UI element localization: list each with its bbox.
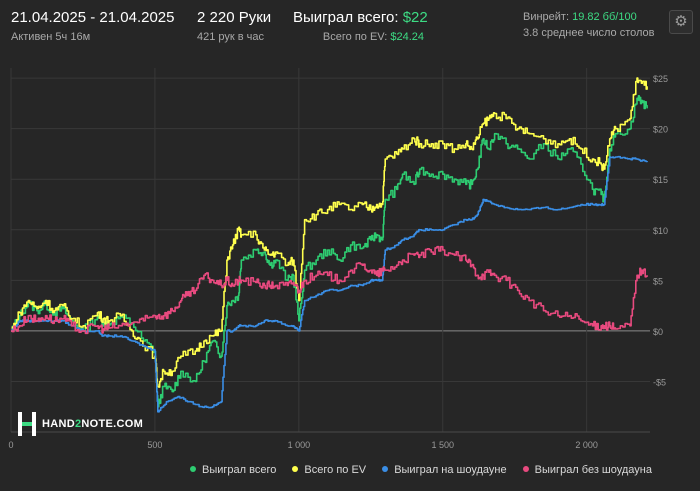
legend-label: Всего по EV bbox=[304, 464, 367, 476]
logo-mark-icon bbox=[17, 411, 37, 437]
legend-item-showdown[interactable]: Выиграл на шоудауне bbox=[382, 464, 507, 476]
hands-count: 2 220 Руки bbox=[197, 9, 272, 26]
y-tick-label: $10 bbox=[653, 226, 668, 236]
series-ev-line bbox=[11, 77, 648, 388]
legend-item-ev[interactable]: Всего по EV bbox=[292, 464, 366, 476]
y-tick-label: $20 bbox=[653, 125, 668, 135]
winrate-value: 19.82 бб/100 bbox=[572, 11, 637, 23]
x-tick-label: 1 000 bbox=[288, 440, 311, 450]
legend-label: Выиграл на шоудауне bbox=[394, 464, 507, 476]
logo-text-post: NOTE.COM bbox=[81, 418, 144, 430]
ev-label: Всего по EV: bbox=[322, 31, 388, 43]
hands-per-hour: 421 рук в час bbox=[197, 31, 265, 43]
won-value: $22 bbox=[402, 9, 428, 26]
won-block: Выиграл всего: $22 Всего по EV: $24.24 bbox=[293, 9, 428, 43]
y-tick-label: $5 bbox=[653, 276, 663, 286]
series-nonshowdown-line bbox=[11, 245, 648, 335]
x-tick-label: 1 500 bbox=[431, 440, 454, 450]
chart-legend: Выиграл всего Всего по EV Выиграл на шоу… bbox=[177, 464, 652, 476]
avg-tables: 3.8 среднее число столов bbox=[523, 27, 655, 39]
profit-chart: -$5 $0 $5 $10 $15 $20 $25 0 500 1 000 1 500 2 000 bbox=[8, 68, 668, 450]
winrate-block: Винрейт: 19.82 бб/100 3.8 среднее число … bbox=[523, 11, 655, 39]
x-tick-label: 0 bbox=[8, 440, 13, 450]
winrate-label: Винрейт: bbox=[523, 11, 570, 23]
legend-dot-icon bbox=[382, 466, 389, 472]
chart-grid bbox=[10, 68, 650, 433]
logo-text-mid: 2 bbox=[74, 418, 82, 430]
date-range: 21.04.2025 - 21.04.2025 bbox=[11, 9, 175, 26]
y-tick-label: $15 bbox=[653, 175, 668, 185]
active-time: Активен 5ч 16м bbox=[11, 31, 91, 43]
legend-dot-icon bbox=[190, 466, 197, 472]
legend-item-won[interactable]: Выиграл всего bbox=[190, 464, 276, 476]
legend-dot-icon bbox=[292, 466, 299, 472]
legend-dot-icon bbox=[522, 466, 529, 472]
won-label: Выиграл всего: bbox=[293, 9, 399, 26]
y-tick-label: $25 bbox=[653, 74, 668, 84]
hand2note-logo: HAND2NOTE.COM bbox=[17, 411, 143, 437]
chart-ticks: -$5 $0 $5 $10 $15 $20 $25 0 500 1 000 1 500 2 000 bbox=[8, 74, 668, 450]
ev-value: $24.24 bbox=[390, 31, 424, 43]
hands-block: 2 220 Руки 421 рук в час bbox=[197, 9, 271, 43]
legend-label: Выиграл без шоудауна bbox=[534, 464, 652, 476]
series-showdown-line bbox=[11, 155, 648, 413]
x-tick-label: 500 bbox=[147, 440, 162, 450]
series-won-line bbox=[11, 95, 648, 408]
chart-series bbox=[11, 77, 648, 413]
legend-label: Выиграл всего bbox=[202, 464, 277, 476]
date-block: 21.04.2025 - 21.04.2025 Активен 5ч 16м bbox=[11, 9, 174, 43]
x-tick-label: 2 000 bbox=[575, 440, 598, 450]
gear-icon[interactable]: ⚙ bbox=[669, 10, 693, 34]
header: 21.04.2025 - 21.04.2025 Активен 5ч 16м 2… bbox=[0, 0, 700, 58]
logo-text-pre: HAND bbox=[42, 418, 75, 430]
legend-item-nonshowdown[interactable]: Выиграл без шоудауна bbox=[522, 464, 652, 476]
y-tick-label: -$5 bbox=[653, 377, 666, 387]
y-tick-label: $0 bbox=[653, 327, 663, 337]
